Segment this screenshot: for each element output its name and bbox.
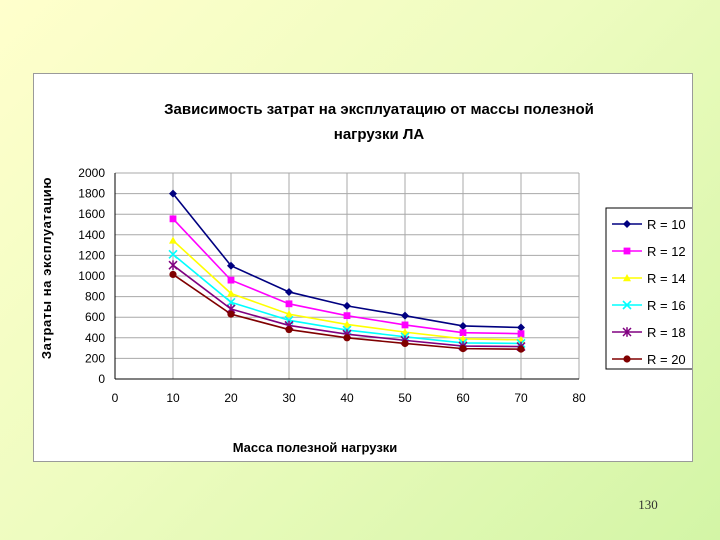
axes — [114, 173, 579, 380]
square-marker — [459, 329, 467, 337]
square-marker — [169, 215, 177, 223]
triangle-marker — [285, 310, 293, 318]
x-tick-label: 70 — [514, 391, 528, 405]
diamond-marker — [169, 189, 177, 198]
y-tick-label: 1400 — [78, 228, 105, 242]
x-marker-stroke — [226, 297, 236, 307]
legend-entry: R = 14 — [612, 271, 686, 286]
x-marker-stroke — [168, 249, 178, 259]
legend-entry: R = 18 — [612, 325, 686, 340]
chart-frame: Зависимость затрат на эксплуатацию от ма… — [33, 73, 693, 462]
circle-marker — [459, 345, 467, 353]
triangle-marker — [623, 274, 631, 282]
square-marker — [227, 276, 235, 284]
y-tick-label: 800 — [85, 290, 105, 304]
circle-marker — [285, 325, 293, 334]
diamond-marker — [459, 321, 467, 330]
square-marker — [285, 300, 293, 308]
x-marker-stroke — [622, 300, 632, 310]
triangle-marker — [343, 320, 351, 328]
legend-entry: R = 16 — [612, 298, 686, 313]
y-tick-label: 1800 — [78, 187, 105, 201]
circle-marker — [227, 310, 235, 318]
legend-entry: R = 10 — [612, 217, 686, 232]
y-tick-label: 1200 — [78, 248, 105, 262]
square-marker — [343, 312, 351, 320]
y-tick-label: 400 — [85, 331, 105, 345]
legend-label: R = 12 — [647, 244, 686, 259]
chart-title: Зависимость затрат на эксплуатацию от ма… — [164, 101, 594, 143]
series-group — [169, 215, 525, 338]
legend-entry: R = 20 — [612, 352, 686, 367]
diamond-marker — [285, 287, 293, 296]
y-axis-title: Затраты на эксплуатацию — [39, 177, 54, 359]
series-group — [169, 270, 525, 353]
x-tick-label: 20 — [224, 391, 238, 405]
circle-marker — [343, 334, 351, 342]
x-tick-label: 30 — [282, 391, 296, 405]
square-marker — [517, 330, 525, 338]
x-tick-label: 40 — [340, 391, 354, 405]
tick-labels: 0 200 400 600 800 1000 1200 1400 1600 1800 2000 0 10… — [78, 166, 586, 405]
axis-labels: Масса полезной нагрузки Затраты на эксплу… — [39, 177, 397, 455]
legend-label: R = 18 — [647, 325, 686, 340]
y-tick-label: 600 — [85, 310, 105, 324]
triangle-marker — [227, 289, 235, 297]
circle-marker — [517, 345, 525, 353]
diamond-marker — [227, 261, 235, 270]
y-tick-label: 0 — [98, 372, 105, 386]
square-marker — [401, 321, 409, 329]
x-tick-label: 0 — [112, 391, 119, 405]
circle-marker — [623, 355, 631, 363]
line-chart: Зависимость затрат на эксплуатацию от ма… — [39, 101, 692, 455]
series-group — [169, 189, 525, 332]
square-marker — [623, 247, 631, 255]
triangle-marker — [169, 236, 177, 244]
diamond-marker — [623, 220, 631, 228]
legend: R = 10 R = 12 R = 14 R = 16 R = 18 R = 20 — [605, 207, 692, 370]
triangle-marker — [401, 328, 409, 336]
y-tick-label: 200 — [85, 351, 105, 365]
legend-label: R = 14 — [647, 271, 686, 286]
legend-label: R = 10 — [647, 217, 686, 232]
x-tick-label: 80 — [572, 391, 586, 405]
y-tick-label: 2000 — [78, 166, 105, 180]
y-tick-label: 1000 — [78, 269, 105, 283]
diamond-marker — [401, 311, 409, 320]
series-lines — [168, 189, 526, 353]
circle-marker — [401, 339, 409, 348]
x-tick-label: 50 — [398, 391, 412, 405]
x-tick-label: 10 — [166, 391, 180, 405]
legend-box — [605, 207, 692, 370]
circle-marker — [169, 270, 177, 279]
page-number: 130 — [638, 497, 658, 512]
chart-title-line: Зависимость затрат на эксплуатацию от ма… — [164, 101, 594, 118]
diamond-marker — [517, 323, 525, 332]
legend-label: R = 20 — [647, 352, 686, 367]
x-axis-title: Масса полезной нагрузки — [233, 440, 398, 455]
chart-title-line: нагрузки ЛА — [334, 126, 425, 143]
diamond-marker — [343, 301, 351, 310]
legend-entry: R = 12 — [612, 244, 686, 259]
legend-label: R = 16 — [647, 298, 686, 313]
y-tick-label: 1600 — [78, 207, 105, 221]
x-tick-label: 60 — [456, 391, 470, 405]
